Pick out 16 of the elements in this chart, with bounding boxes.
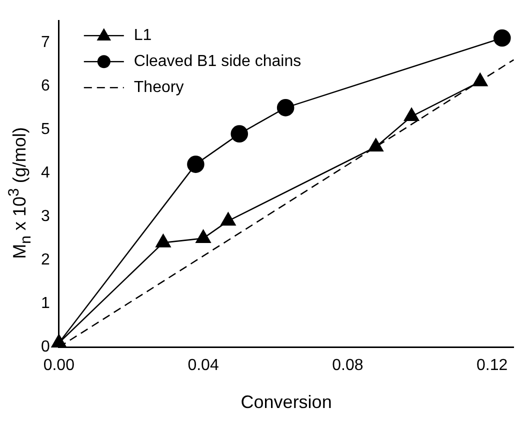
legend-label: Cleaved B1 side chains <box>134 53 302 70</box>
legend-label: L1 <box>134 27 152 44</box>
y-tick-label: 1 <box>40 295 50 312</box>
y-tick-label: 4 <box>40 164 50 182</box>
y-tick-label: 3 <box>40 208 50 225</box>
y-tick-label: 7 <box>40 34 50 51</box>
legend-label: Theory <box>134 79 184 96</box>
y-tick-label: 6 <box>40 77 50 94</box>
x-tick-label: 0.08 <box>332 357 364 374</box>
x-tick-label: 0.00 <box>43 357 75 374</box>
y-tick-label: 5 <box>40 120 50 138</box>
x-tick-label: 0.12 <box>476 357 508 374</box>
x-axis-title: Conversion <box>240 392 332 412</box>
x-tick-label: 0.04 <box>188 357 219 374</box>
y-tick-label: 0 <box>40 338 50 356</box>
y-tick-label: 2 <box>40 252 50 269</box>
